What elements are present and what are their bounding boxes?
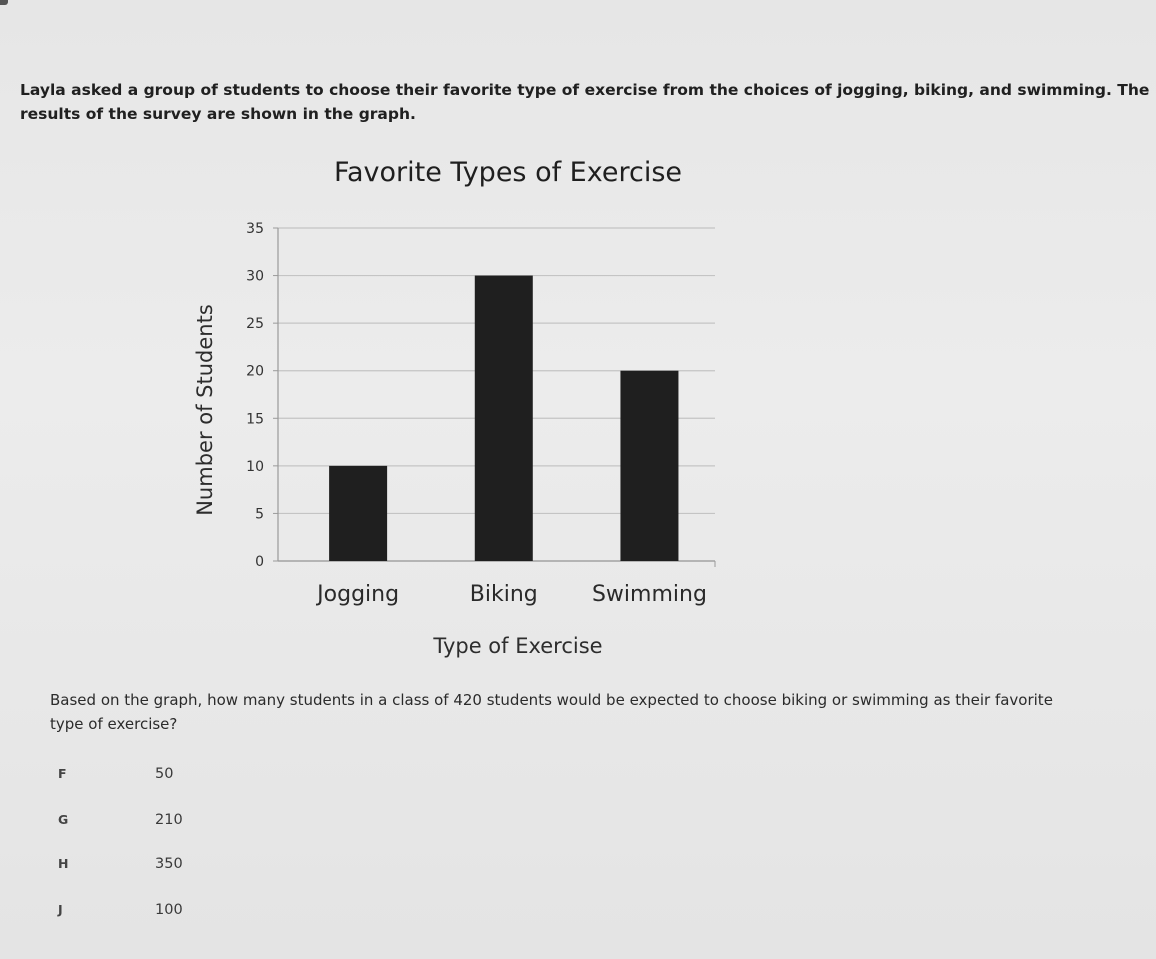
y-tick-label: 35 (246, 221, 264, 237)
x-axis-ticks: Jogging Biking Swimming (315, 582, 707, 607)
bar-chart: Favorite Types of Exercise 0 5 10 15 20 25 30 3… (193, 157, 716, 658)
choice-value: 210 (155, 812, 183, 828)
y-axis-label: Number of Students (193, 304, 217, 516)
answer-choice-j[interactable]: J 100 (0, 902, 300, 926)
question-prompt: Based on the graph, how many students in… (50, 691, 1053, 733)
choice-value: 50 (155, 766, 174, 782)
choice-letter: G (58, 812, 69, 827)
x-tick-label: Biking (470, 582, 538, 607)
y-axis-ticks: 0 5 10 15 20 25 30 35 (246, 221, 264, 570)
x-tick-label: Swimming (592, 582, 707, 607)
answer-choice-g[interactable]: G 210 (0, 812, 300, 836)
y-tick-label: 15 (246, 411, 264, 427)
choice-letter: J (58, 902, 63, 917)
y-tick-label: 25 (246, 316, 264, 332)
bar-swimming (620, 370, 679, 561)
chart-bars (329, 275, 679, 561)
y-tick-label: 20 (246, 364, 264, 380)
choice-letter: F (58, 766, 67, 781)
bar-biking (474, 275, 533, 561)
corner-mark (0, 0, 8, 5)
bar-jogging (329, 465, 388, 561)
answer-choice-h[interactable]: H 350 (0, 856, 300, 880)
question-intro: Layla asked a group of students to choos… (20, 81, 1150, 123)
answer-choice-f[interactable]: F 50 (0, 766, 300, 790)
choice-letter: H (58, 856, 69, 871)
choice-value: 350 (155, 856, 183, 872)
y-tick-label: 5 (255, 506, 264, 522)
chart-title: Favorite Types of Exercise (334, 157, 682, 188)
x-axis-label: Type of Exercise (432, 634, 602, 658)
choice-value: 100 (155, 902, 183, 918)
y-tick-label: 10 (246, 459, 264, 475)
y-tick-label: 30 (246, 269, 264, 285)
x-tick-label: Jogging (315, 582, 399, 607)
y-tick-label: 0 (255, 554, 264, 570)
